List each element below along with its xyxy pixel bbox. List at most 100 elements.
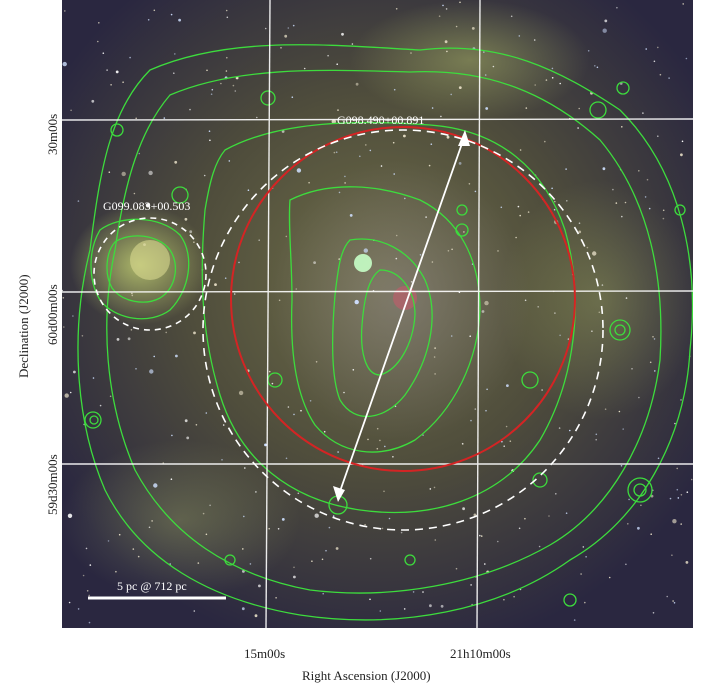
star <box>621 126 623 128</box>
star <box>469 335 472 338</box>
star <box>308 181 310 184</box>
star <box>565 168 567 170</box>
star <box>226 56 228 59</box>
star <box>369 149 372 152</box>
star <box>309 400 312 402</box>
star <box>510 15 513 18</box>
star <box>344 182 346 184</box>
star <box>668 77 670 79</box>
star <box>410 52 412 54</box>
star <box>463 231 465 233</box>
star <box>659 73 662 76</box>
star <box>429 488 432 490</box>
star <box>174 160 178 164</box>
star <box>328 526 331 529</box>
star <box>363 248 368 253</box>
star <box>369 598 371 601</box>
star <box>322 592 325 595</box>
star <box>671 554 673 556</box>
star <box>680 153 683 157</box>
star <box>148 526 151 529</box>
star <box>657 46 659 49</box>
star <box>578 107 580 110</box>
star <box>174 53 176 55</box>
star <box>249 563 252 565</box>
star <box>608 576 611 579</box>
star <box>458 162 462 165</box>
star <box>102 52 105 54</box>
star <box>578 222 581 224</box>
star <box>591 330 593 333</box>
star <box>355 82 359 86</box>
star <box>228 160 231 162</box>
star <box>620 465 623 467</box>
star <box>108 171 111 173</box>
star <box>403 134 406 138</box>
star <box>392 456 394 458</box>
star <box>135 117 137 120</box>
star <box>193 241 195 243</box>
star <box>205 412 208 414</box>
star <box>132 548 135 550</box>
star <box>281 130 285 133</box>
star <box>268 370 271 373</box>
star <box>153 483 158 488</box>
star <box>296 168 302 173</box>
star <box>602 28 607 33</box>
x-axis-label: Right Ascension (J2000) <box>302 668 431 683</box>
star <box>122 81 124 83</box>
star <box>637 526 640 530</box>
star <box>153 355 155 358</box>
star <box>431 107 434 109</box>
star <box>595 433 598 436</box>
star <box>458 86 462 89</box>
star <box>97 40 99 43</box>
star <box>333 151 336 154</box>
star <box>395 257 398 260</box>
x-tick-label-2: 21h10m00s <box>450 646 511 661</box>
star <box>193 331 196 335</box>
star <box>178 18 182 22</box>
star <box>672 519 677 524</box>
star <box>133 192 136 195</box>
star <box>184 217 188 221</box>
star <box>573 619 576 621</box>
star <box>393 173 396 175</box>
star <box>63 326 65 328</box>
star <box>311 560 313 562</box>
star <box>171 434 173 437</box>
star <box>138 152 141 155</box>
star <box>412 591 415 593</box>
star <box>672 600 674 602</box>
star <box>578 230 582 234</box>
star <box>615 202 618 204</box>
star <box>234 90 237 92</box>
star <box>592 251 597 256</box>
star <box>515 236 517 239</box>
star <box>587 50 590 52</box>
star <box>175 354 178 358</box>
star <box>485 409 487 412</box>
x-tick-label-1: 15m00s <box>244 646 285 661</box>
star <box>264 443 267 447</box>
star <box>652 336 654 338</box>
star <box>492 65 495 68</box>
star <box>461 442 464 445</box>
star <box>625 297 628 299</box>
star <box>88 621 91 624</box>
star <box>648 207 651 210</box>
star <box>410 281 413 283</box>
star <box>170 478 173 481</box>
star <box>604 408 607 411</box>
star <box>644 196 647 198</box>
star <box>147 19 150 21</box>
star <box>388 517 391 520</box>
source-label-left: G099.083+00.503 <box>103 199 190 213</box>
star <box>77 200 80 202</box>
star <box>153 9 156 12</box>
star <box>165 331 167 334</box>
star <box>337 451 339 453</box>
star <box>335 547 339 550</box>
star <box>254 614 258 618</box>
